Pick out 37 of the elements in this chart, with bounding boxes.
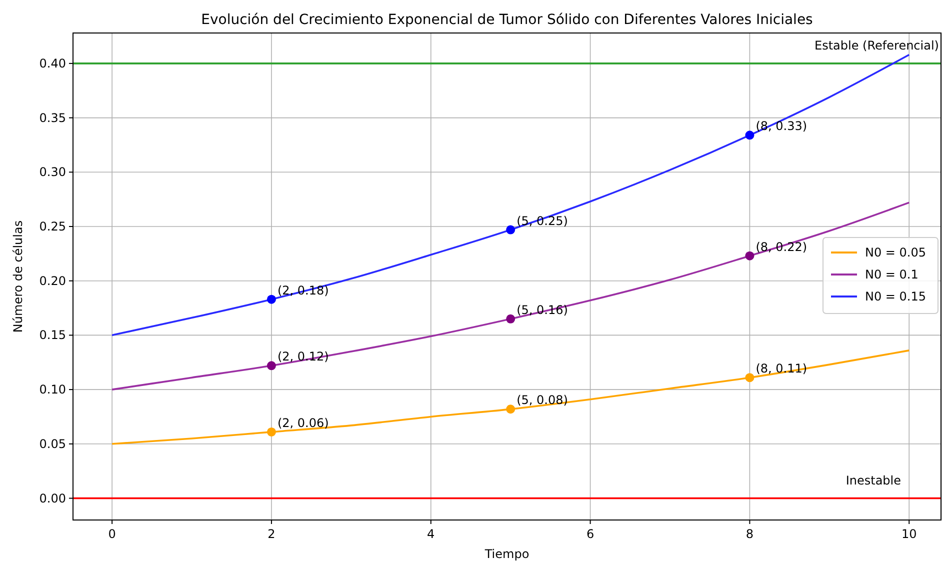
x-tick-label: 10: [901, 527, 917, 541]
y-tick-label: 0.05: [39, 436, 66, 451]
point: [745, 373, 754, 382]
y-tick-label: 0.40: [39, 56, 66, 70]
point: [266, 427, 276, 436]
y-tick-label: 0.15: [39, 328, 66, 342]
line-series: [111, 350, 910, 445]
annotation: (5, 0.25): [516, 214, 568, 228]
chart-title: Evolución del Crecimiento Exponencial de Tumor Sólido con Diferentes Valores Iniciales: [201, 12, 813, 28]
legend-label: N0 = 0.15: [865, 290, 926, 304]
ref-line-label: Inestable: [846, 473, 901, 488]
legend-label: N0 = 0.05: [865, 246, 926, 260]
ref-line-label: Estable (Referencial): [814, 38, 939, 52]
point: [745, 251, 754, 260]
point: [506, 314, 516, 324]
y-tick-label: 0.20: [39, 274, 66, 288]
legend-label: N0 = 0.1: [865, 268, 918, 282]
x-tick-label: 2: [268, 527, 276, 541]
annotation: (8, 0.22): [756, 240, 808, 254]
x-axis-title: Tiempo: [484, 547, 530, 561]
y-axis-title: Número de células: [11, 220, 25, 333]
x-tick-label: 0: [108, 527, 116, 541]
annotation: (5, 0.08): [516, 393, 568, 408]
point: [506, 404, 516, 414]
point: [506, 225, 516, 234]
x-tick-label: 4: [427, 527, 435, 541]
x-tick-label: 6: [586, 527, 594, 541]
y-tick-label: 0.25: [39, 219, 66, 234]
point: [745, 130, 754, 140]
annotation: (2, 0.06): [277, 416, 329, 430]
y-tick-label: 0.35: [39, 110, 66, 125]
point: [266, 361, 276, 370]
point: [266, 294, 276, 304]
x-tick-label: 8: [746, 527, 754, 541]
y-tick-label: 0.30: [39, 165, 66, 180]
y-tick-label: 0.00: [39, 491, 66, 506]
y-tick-label: 0.10: [39, 382, 66, 397]
